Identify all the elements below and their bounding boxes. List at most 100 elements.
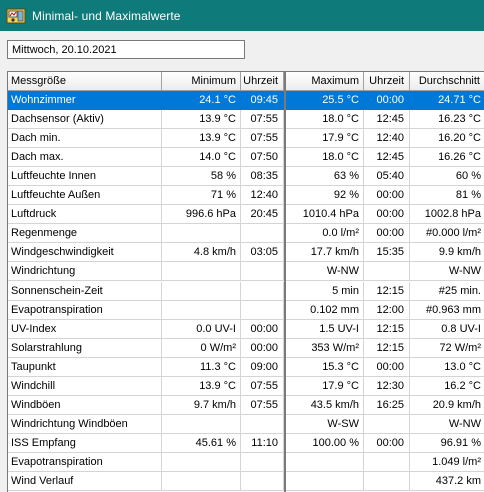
cell-max-uhrzeit: 12:45 <box>364 110 410 129</box>
cell-max-uhrzeit: 00:00 <box>364 205 410 224</box>
cell-minimum <box>162 281 241 300</box>
cell-min-uhrzeit: 09:45 <box>241 91 284 109</box>
table-row[interactable]: Evapotranspiration 1.049 l/m² <box>8 452 484 472</box>
cell-durchschnitt: 16.26 °C <box>438 151 481 164</box>
cell-maximum: 63 % <box>286 167 364 186</box>
cell-min-uhrzeit: 12:40 <box>241 186 284 205</box>
table-row[interactable]: Windböen 9.7 km/h 07:55 43.5 km/h 16:25 20.9 … <box>8 395 484 415</box>
cell-min-uhrzeit: 11:10 <box>241 433 284 452</box>
cell-minimum: 9.7 km/h <box>162 395 241 414</box>
cell-max-uhrzeit: 00:00 <box>364 357 410 376</box>
cell-messgroesse: Luftfeuchte Außen <box>8 186 162 205</box>
cell-maximum: 0.0 l/m² <box>286 224 364 243</box>
cell-max-uhrzeit: 00:00 <box>364 433 410 452</box>
table-row[interactable]: Windgeschwindigkeit 4.8 km/h 03:05 17.7 km/… <box>8 243 484 263</box>
cell-maximum: 17.9 °C <box>286 376 364 395</box>
table-row[interactable]: Luftfeuchte Innen 58 % 08:35 63 % 05:40 60 % <box>8 167 484 187</box>
cell-max-uhrzeit: 05:40 <box>364 167 410 186</box>
header-min-uhrzeit[interactable]: Uhrzeit <box>241 72 284 90</box>
minmax-table[interactable]: Messgröße Minimum Uhrzeit Maximum Uhrzei… <box>7 71 484 492</box>
table-row[interactable]: Windrichtung Windböen W-SW W-NW <box>8 414 484 434</box>
cell-maximum: 353 W/m² <box>286 338 364 357</box>
cell-max-uhrzeit: 00:00 <box>364 186 410 205</box>
cell-messgroesse: Evapotranspiration <box>8 300 162 319</box>
table-row[interactable]: Dach min. 13.9 °C 07:55 17.9 °C 12:40 16.20 °… <box>8 129 484 149</box>
table-row[interactable]: Evapotranspiration 0.102 mm 12:00 #0.963 mm <box>8 300 484 320</box>
table-row[interactable]: Luftdruck 996.6 hPa 20:45 1010.4 hPa 00:00 10… <box>8 205 484 225</box>
cell-min-uhrzeit <box>241 300 284 319</box>
table-row[interactable]: Dachsensor (Aktiv) 13.9 °C 07:55 18.0 °C 12:… <box>8 110 484 130</box>
header-minimum[interactable]: Minimum <box>162 72 241 90</box>
cell-maximum: 17.9 °C <box>286 129 364 148</box>
cell-maximum: 15.3 °C <box>286 357 364 376</box>
table-row[interactable]: Dach max. 14.0 °C 07:50 18.0 °C 12:45 16.26 °… <box>8 148 484 168</box>
table-row[interactable]: Wohnzimmer 24.1 °C 09:45 25.5 °C 00:00 24.71 … <box>8 91 484 110</box>
header-durchschnitt[interactable]: Durchschnitt <box>410 72 484 90</box>
cell-messgroesse: Dach min. <box>8 129 162 148</box>
cell-durchschnitt: 20.9 km/h <box>432 398 481 411</box>
cell-minimum <box>162 300 241 319</box>
cell-min-uhrzeit <box>241 224 284 243</box>
cell-messgroesse: Wind Verlauf <box>8 472 162 490</box>
cell-min-uhrzeit: 20:45 <box>241 205 284 224</box>
cell-min-uhrzeit <box>241 262 284 281</box>
table-row[interactable]: Wind Verlauf 437.2 km <box>8 472 484 491</box>
cell-min-uhrzeit <box>241 472 284 490</box>
cell-maximum: 1.5 UV-I <box>286 319 364 338</box>
table-row[interactable]: Sonnenschein-Zeit 5 min 12:15 #25 min. <box>8 281 484 301</box>
table-row[interactable]: ISS Empfang 45.61 % 11:10 100.00 % 00:00 96.9… <box>8 433 484 453</box>
table-row[interactable]: Regenmenge 0.0 l/m² 00:00 #0.000 l/m² <box>8 224 484 244</box>
cell-minimum <box>162 414 241 433</box>
cell-maximum: 25.5 °C <box>286 91 364 109</box>
cell-min-uhrzeit <box>241 281 284 300</box>
cell-max-uhrzeit: 12:15 <box>364 281 410 300</box>
cell-maximum: 18.0 °C <box>286 148 364 167</box>
table-row[interactable]: Solarstrahlung 0 W/m² 00:00 353 W/m² 12:15 72… <box>8 338 484 358</box>
cell-minimum: 45.61 % <box>162 433 241 452</box>
cell-messgroesse: Luftfeuchte Innen <box>8 167 162 186</box>
column-separator <box>284 72 286 492</box>
cell-durchschnitt: 96.91 % <box>440 436 481 449</box>
header-maximum[interactable]: Maximum <box>286 72 364 90</box>
cell-minimum: 71 % <box>162 186 241 205</box>
table-row[interactable]: Windchill 13.9 °C 07:55 17.9 °C 12:30 16.2 °C <box>8 376 484 396</box>
cell-messgroesse: Sonnenschein-Zeit <box>8 281 162 300</box>
cell-durchschnitt: #0.963 mm <box>425 303 481 316</box>
title-bar[interactable]: Minimal- und Maximalwerte <box>0 0 484 31</box>
cell-messgroesse: Dach max. <box>8 148 162 167</box>
cell-messgroesse: Solarstrahlung <box>8 338 162 357</box>
cell-min-uhrzeit <box>241 414 284 433</box>
header-messgroesse[interactable]: Messgröße <box>8 72 162 90</box>
cell-min-uhrzeit: 00:00 <box>241 338 284 357</box>
cell-max-uhrzeit: 16:25 <box>364 395 410 414</box>
cell-durchschnitt: #25 min. <box>438 284 481 297</box>
cell-messgroesse: Regenmenge <box>8 224 162 243</box>
date-field[interactable]: Mittwoch, 20.10.2021 <box>7 40 245 59</box>
cell-max-uhrzeit: 12:45 <box>364 148 410 167</box>
cell-max-uhrzeit <box>364 452 410 471</box>
table-row[interactable]: Taupunkt 11.3 °C 09:00 15.3 °C 00:00 13.0 °C <box>8 357 484 377</box>
cell-messgroesse: Windchill <box>8 376 162 395</box>
cell-durchschnitt: 24.71 °C <box>438 94 481 106</box>
cell-messgroesse: Dachsensor (Aktiv) <box>8 110 162 129</box>
cell-maximum: 5 min <box>286 281 364 300</box>
header-max-uhrzeit[interactable]: Uhrzeit <box>364 72 410 90</box>
table-row[interactable]: Windrichtung W-NW W-NW <box>8 262 484 282</box>
cell-max-uhrzeit: 12:15 <box>364 319 410 338</box>
cell-durchschnitt: 81 % <box>455 189 481 202</box>
cell-durchschnitt: 437.2 km <box>435 475 481 487</box>
cell-minimum <box>162 452 241 471</box>
cell-max-uhrzeit: 00:00 <box>364 224 410 243</box>
cell-minimum: 4.8 km/h <box>162 243 241 262</box>
table-row[interactable]: Luftfeuchte Außen 71 % 12:40 92 % 00:00 81 % <box>8 186 484 206</box>
cell-min-uhrzeit: 07:55 <box>241 129 284 148</box>
cell-durchschnitt: W-NW <box>448 417 481 430</box>
cell-min-uhrzeit: 09:00 <box>241 357 284 376</box>
table-row[interactable]: UV-Index 0.0 UV-I 00:00 1.5 UV-I 12:15 0.8 UV… <box>8 319 484 339</box>
cell-minimum: 11.3 °C <box>162 357 241 376</box>
cell-max-uhrzeit: 12:40 <box>364 129 410 148</box>
cell-messgroesse: ISS Empfang <box>8 433 162 452</box>
cell-minimum <box>162 262 241 281</box>
cell-durchschnitt: 13.0 °C <box>444 360 481 373</box>
cell-minimum: 996.6 hPa <box>162 205 241 224</box>
